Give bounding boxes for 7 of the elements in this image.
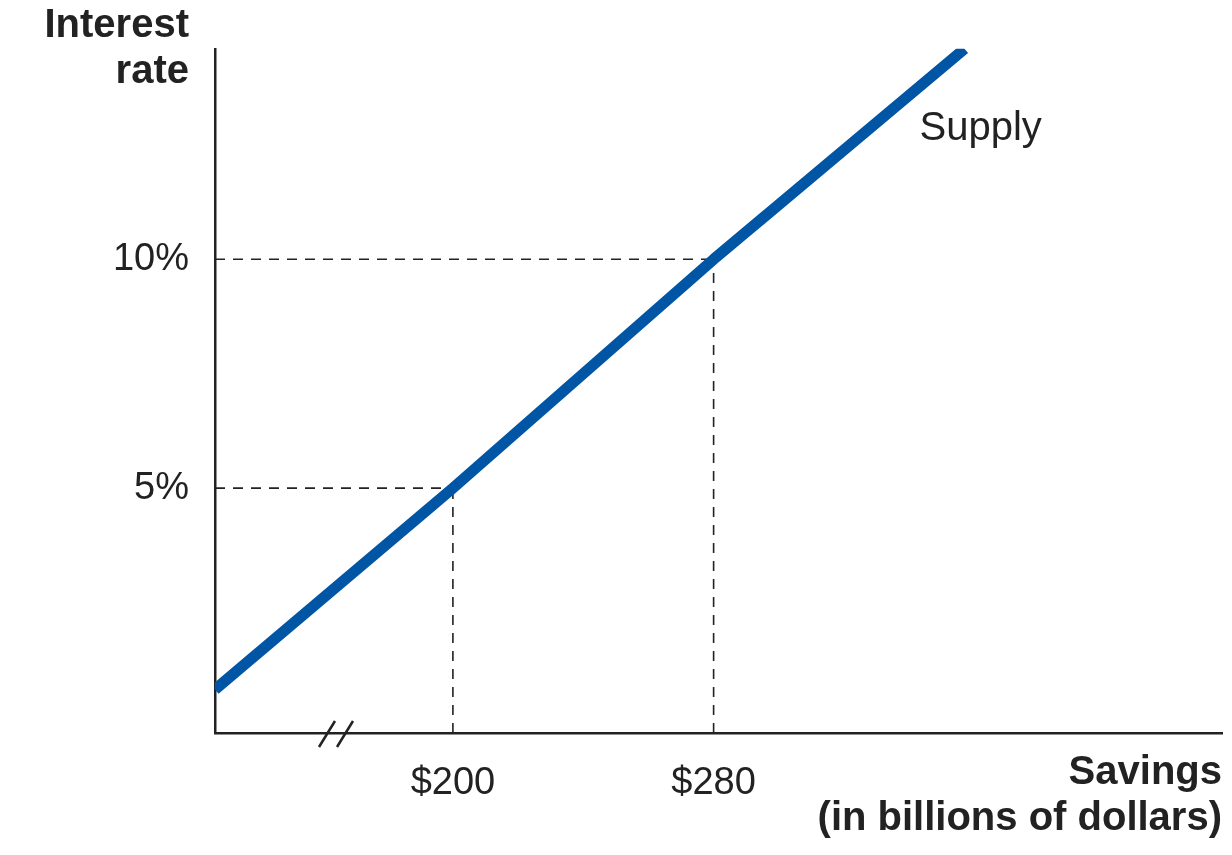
- y-tick-label: 10%: [112, 235, 189, 278]
- y-axis-title: Interest rate: [44, 1, 189, 92]
- x-tick-label: $280: [671, 760, 756, 803]
- y-tick-label: 5%: [134, 464, 189, 507]
- x-axis-title: Savings (in billions of dollars): [817, 748, 1222, 839]
- series-label: Supply: [919, 103, 1042, 148]
- x-tick-label: $200: [410, 760, 496, 803]
